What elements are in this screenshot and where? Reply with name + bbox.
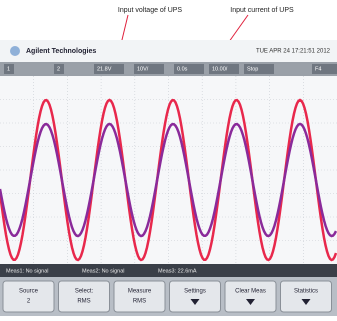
softkey[interactable] <box>3 281 54 312</box>
softkey[interactable] <box>59 281 110 312</box>
softkey[interactable] <box>225 281 276 312</box>
softkey-label: Select: <box>75 289 94 295</box>
status-bar <box>0 62 337 76</box>
softkey-label: Settings <box>184 289 206 295</box>
softkey-value: RMS <box>133 299 146 305</box>
softkey-label: Statistics <box>294 289 318 295</box>
status-text: 2 <box>57 66 60 72</box>
measurement: Meas2: No signal <box>82 268 125 274</box>
annotation: Input voltage of UPS <box>118 7 183 14</box>
screenshot: Input voltage of UPS Input current of UP… <box>0 0 337 316</box>
status-text: 10V/ <box>137 66 149 72</box>
page: Input voltage of UPS Input current of UP… <box>0 0 337 316</box>
softkey[interactable] <box>170 281 221 312</box>
brand: Agilent Technologies <box>26 48 96 55</box>
status-text: F4 <box>315 66 321 72</box>
softkey-label: Clear Meas <box>235 289 266 295</box>
softkey[interactable] <box>114 281 165 312</box>
measurement: Meas1: No signal <box>6 268 49 274</box>
status-text: 0.0s <box>177 66 188 72</box>
annotation: Input current of UPS <box>230 7 294 14</box>
measurements: Meas1: No signal Meas2: No signal Meas3: 2… <box>6 268 197 274</box>
status-text: 1 <box>7 66 10 72</box>
softkey-value: RMS <box>77 299 90 305</box>
status-text: 10.00/ <box>212 66 228 72</box>
status-text: 21.8V <box>97 66 112 72</box>
softkey-label: Source <box>19 289 39 295</box>
softkey-label: Measure <box>128 289 152 295</box>
datetime: TUE APR 24 17:21:51 2012 <box>256 49 331 55</box>
status-text: Stop <box>247 66 258 72</box>
measurement: Meas3: 22.6mA <box>158 268 197 274</box>
softkey[interactable] <box>281 281 332 312</box>
logo <box>10 46 20 56</box>
